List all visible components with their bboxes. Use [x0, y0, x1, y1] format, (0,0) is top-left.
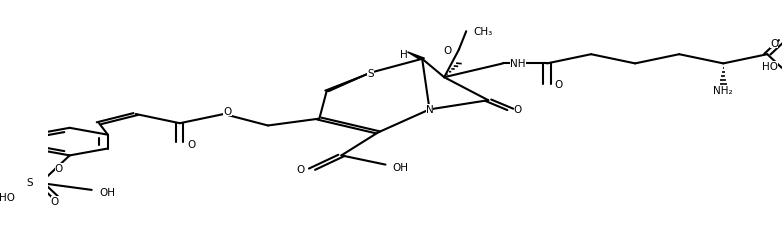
Text: OH: OH: [99, 187, 115, 197]
Text: OH: OH: [393, 162, 409, 172]
Text: O: O: [554, 80, 562, 90]
Text: NH₂: NH₂: [713, 85, 733, 95]
Text: CH₃: CH₃: [474, 27, 493, 37]
Polygon shape: [325, 73, 371, 92]
Text: O: O: [514, 105, 522, 115]
Text: O: O: [443, 45, 451, 55]
Text: O: O: [296, 164, 305, 174]
Text: O: O: [55, 163, 63, 173]
Text: O: O: [51, 196, 59, 207]
Text: O: O: [770, 38, 778, 49]
Text: H: H: [400, 50, 407, 60]
Text: S: S: [368, 68, 374, 78]
Text: NH: NH: [511, 59, 526, 69]
Polygon shape: [407, 53, 425, 60]
Text: S: S: [27, 177, 33, 187]
Text: N: N: [425, 105, 433, 115]
Text: O: O: [187, 139, 196, 149]
Text: O: O: [224, 106, 231, 116]
Text: HO: HO: [0, 192, 15, 202]
Text: HO: HO: [762, 61, 778, 71]
